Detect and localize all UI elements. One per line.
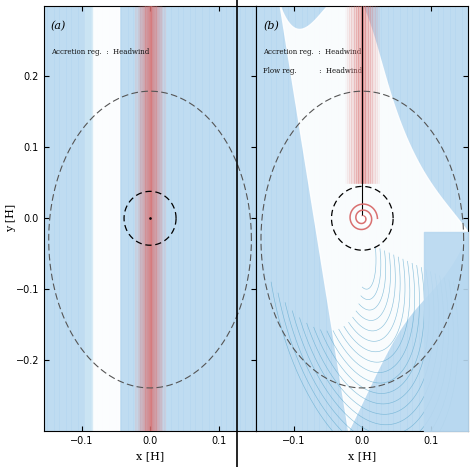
Polygon shape — [280, 0, 468, 431]
X-axis label: x [H]: x [H] — [136, 452, 164, 461]
Text: Accretion reg.  :  Headwind: Accretion reg. : Headwind — [263, 48, 361, 56]
Text: Flow reg.          :  Headwind: Flow reg. : Headwind — [263, 67, 362, 75]
Text: Accretion reg.  :  Headwind: Accretion reg. : Headwind — [51, 48, 149, 56]
X-axis label: x [H]: x [H] — [348, 452, 376, 461]
Text: (a): (a) — [51, 21, 66, 31]
Y-axis label: y [H]: y [H] — [6, 204, 16, 233]
Text: (b): (b) — [263, 21, 279, 31]
